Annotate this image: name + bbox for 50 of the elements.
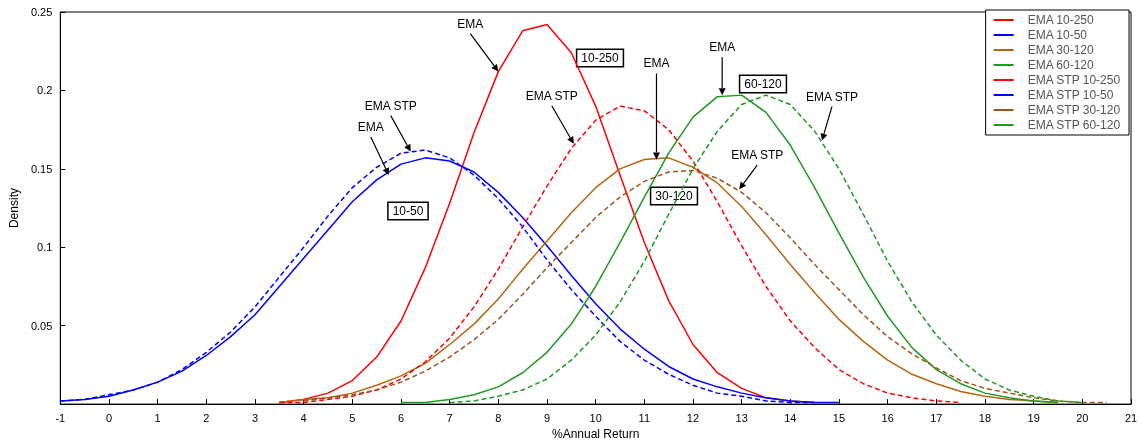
x-tick-label: 0	[105, 411, 113, 424]
annotation: EMA STP	[731, 148, 784, 163]
x-tick-label: 8	[495, 411, 502, 424]
y-tick-label: 0.15	[30, 162, 53, 175]
legend-label: EMA 10-50	[1027, 28, 1088, 42]
annotation: EMA STP	[525, 88, 578, 103]
annotation: 10-250	[581, 51, 619, 65]
x-tick-label: 20	[1076, 411, 1089, 424]
x-tick-label: 11	[638, 411, 651, 424]
y-axis-title: Density	[7, 188, 21, 229]
legend-label: EMA STP 30-120	[1027, 103, 1121, 117]
x-tick-label: 14	[784, 411, 797, 424]
x-tick-label: 21	[1124, 411, 1138, 424]
legend-label: EMA STP 10-50	[1027, 88, 1114, 102]
legend-label: EMA STP 60-120	[1027, 118, 1121, 132]
legend-label: EMA 30-120	[1027, 43, 1094, 57]
x-tick-label: 4	[300, 411, 307, 424]
annotation: EMA	[457, 16, 484, 31]
x-tick-label: 18	[978, 411, 992, 424]
y-tick-label: 0.1	[37, 241, 53, 254]
x-tick-label: 10	[589, 411, 602, 424]
annotation: EMA	[643, 56, 670, 71]
x-axis-title: %Annual Return	[551, 427, 640, 441]
legend-label: EMA STP 10-250	[1027, 73, 1121, 87]
x-tick-label: 19	[1027, 411, 1040, 424]
annotation: 30-120	[655, 189, 693, 203]
x-tick-label: 5	[349, 411, 356, 424]
x-tick-label: 6	[397, 411, 405, 424]
annotation: EMA STP	[805, 89, 858, 104]
x-tick-label: -1	[55, 411, 66, 424]
annotation: 10-50	[392, 204, 424, 218]
legend-label: EMA 60-120	[1027, 58, 1094, 72]
y-tick-label: 0.25	[30, 6, 53, 18]
annotation: 60-120	[744, 77, 782, 91]
x-tick-label: 15	[832, 411, 846, 424]
x-tick-label: 13	[735, 411, 748, 424]
x-tick-label: 16	[881, 411, 894, 424]
x-tick-label: 17	[930, 411, 943, 424]
x-tick-label: 2	[203, 411, 210, 424]
x-tick-label: 7	[446, 411, 453, 424]
annotation: EMA STP	[364, 98, 417, 113]
x-tick-label: 3	[251, 411, 259, 424]
y-tick-label: 0.05	[30, 319, 53, 332]
annotation: EMA	[357, 120, 384, 135]
x-tick-label: 9	[543, 411, 551, 424]
legend-label: EMA 10-250	[1027, 13, 1094, 27]
x-tick-label: 1	[154, 411, 161, 424]
x-tick-label: 12	[686, 411, 700, 424]
y-tick-label: 0.2	[37, 84, 53, 97]
annotation: EMA	[709, 40, 736, 55]
